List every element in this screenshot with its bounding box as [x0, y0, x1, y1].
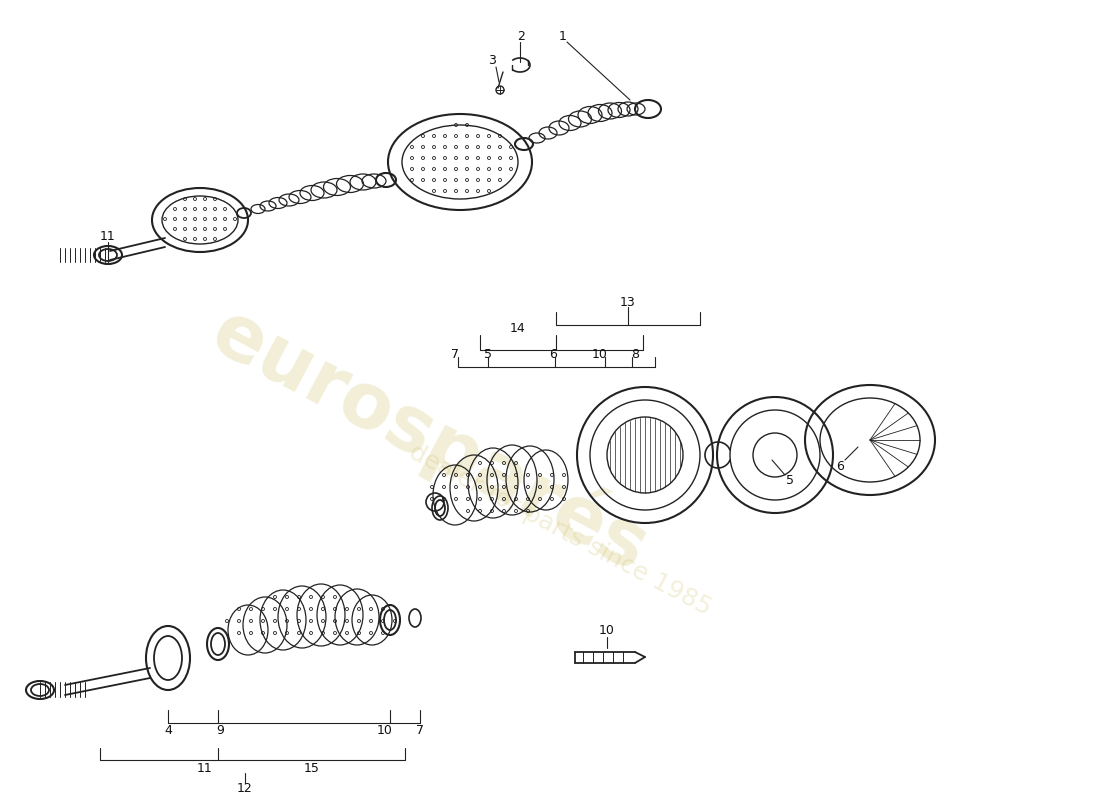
Text: 7: 7 — [416, 725, 424, 738]
Text: 1: 1 — [559, 30, 566, 43]
Text: 11: 11 — [197, 762, 213, 774]
Text: 11: 11 — [100, 230, 116, 243]
Text: 12: 12 — [238, 782, 253, 794]
Text: 10: 10 — [600, 625, 615, 638]
Text: 4: 4 — [164, 725, 172, 738]
Text: 3: 3 — [488, 54, 496, 67]
Text: dealer for parts since 1985: dealer for parts since 1985 — [405, 440, 715, 620]
Text: 15: 15 — [304, 762, 320, 774]
Text: 8: 8 — [631, 347, 639, 361]
Text: 10: 10 — [377, 725, 393, 738]
Text: 6: 6 — [836, 461, 844, 474]
Text: 5: 5 — [786, 474, 794, 486]
Text: 2: 2 — [517, 30, 525, 43]
Text: 10: 10 — [592, 347, 608, 361]
Text: 14: 14 — [510, 322, 526, 334]
Text: 5: 5 — [484, 347, 492, 361]
Text: 13: 13 — [620, 295, 636, 309]
Text: 6: 6 — [549, 347, 557, 361]
Text: eurosparés: eurosparés — [199, 293, 661, 587]
Text: 7: 7 — [451, 347, 459, 361]
Text: 9: 9 — [216, 725, 224, 738]
